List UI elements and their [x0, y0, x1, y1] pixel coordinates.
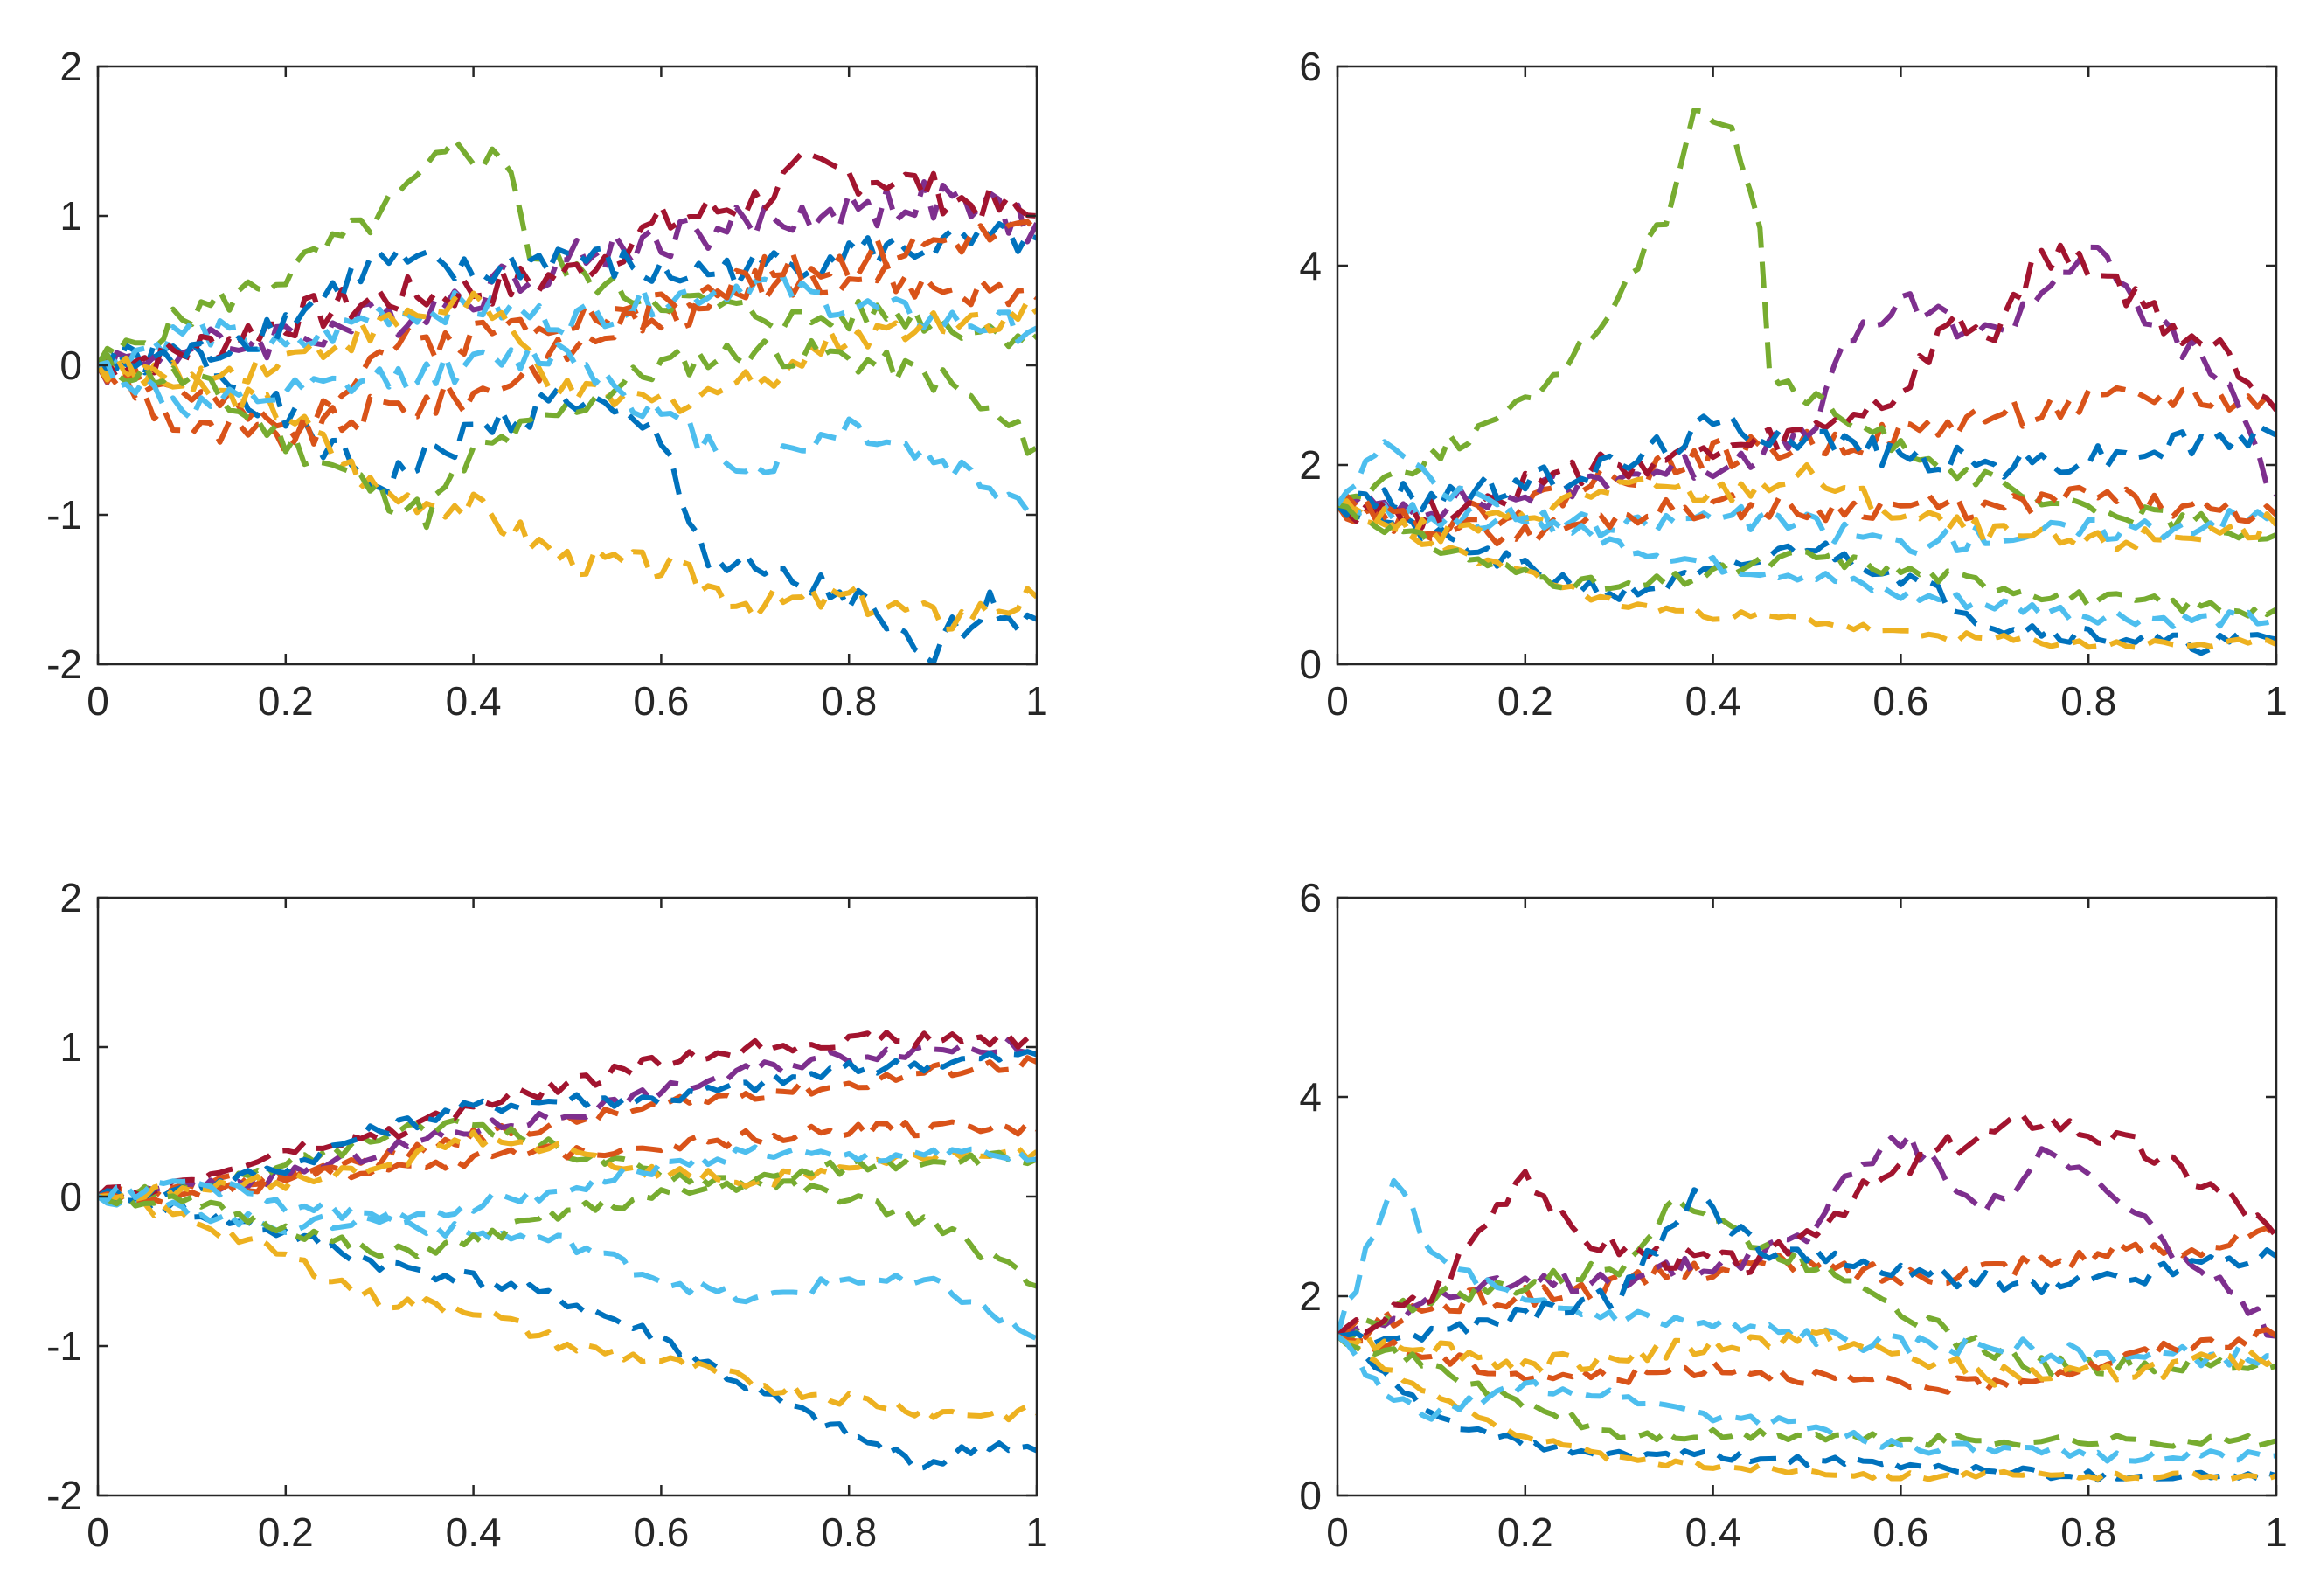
- x-tick-label: 0.4: [446, 678, 502, 724]
- series-group: [1337, 108, 2276, 656]
- y-tick-label: 4: [1299, 1074, 1322, 1120]
- x-tick-label: 0.8: [2060, 1509, 2116, 1555]
- y-tick-label: 6: [1299, 44, 1322, 89]
- y-tick-label: 0: [1299, 1473, 1322, 1518]
- series-line-12: [1337, 1334, 2276, 1464]
- series-line-6: [1337, 1177, 2276, 1369]
- x-tick-label: 0.8: [821, 1509, 877, 1555]
- y-tick-label: 2: [1299, 1273, 1322, 1319]
- series-line-1: [1337, 1334, 2276, 1483]
- series-line-9: [98, 1119, 1037, 1205]
- x-tick-label: 1: [2265, 1509, 2288, 1555]
- x-tick-label: 0.8: [821, 678, 877, 724]
- x-tick-label: 1: [2265, 678, 2288, 724]
- series-line-2: [98, 261, 1037, 441]
- x-tick-label: 0.8: [2060, 678, 2116, 724]
- x-tick-label: 0: [1326, 678, 1349, 724]
- series-line-9: [98, 219, 1037, 455]
- x-tick-label: 0.4: [446, 1509, 502, 1555]
- series-line-3: [98, 1193, 1037, 1423]
- series-line-11: [1337, 1334, 2276, 1449]
- x-tick-label: 0.4: [1685, 1509, 1741, 1555]
- series-line-5: [1337, 108, 2276, 542]
- chart-panel-top-left: 0 0.2 0.4 0.6 0.8 1 -2 -1 0 1 2: [46, 44, 1048, 724]
- series-line-7: [98, 1030, 1037, 1199]
- y-tick-label: 6: [1299, 875, 1322, 920]
- x-tick-label: 0.2: [258, 1509, 314, 1555]
- y-tick-label: 0: [59, 1174, 82, 1219]
- series-line-4: [98, 179, 1037, 385]
- series-group: [98, 136, 1037, 664]
- series-line-8: [98, 1049, 1037, 1204]
- series-line-11: [1337, 502, 2276, 619]
- series-line-4: [1337, 1132, 2276, 1342]
- chart-panel-top-right: 0 0.2 0.4 0.6 0.8 1 0 2 4 6: [1299, 44, 2287, 724]
- series-line-7: [1337, 242, 2276, 531]
- x-tick-label: 0.2: [1497, 1509, 1553, 1555]
- y-tick-label: 1: [59, 193, 82, 239]
- x-tick-label: 1: [1025, 1509, 1048, 1555]
- series-line-2: [1337, 385, 2276, 542]
- series-line-1: [98, 1188, 1037, 1472]
- chart-panel-bottom-right: 0 0.2 0.4 0.6 0.8 1 0 2 4 6: [1299, 875, 2287, 1555]
- series-line-12: [98, 1144, 1037, 1222]
- y-tick-label: 0: [1299, 642, 1322, 687]
- x-tick-label: 0.6: [633, 1509, 689, 1555]
- series-line-5: [98, 136, 1037, 367]
- series-line-1: [98, 340, 1037, 664]
- x-tick-label: 0.4: [1685, 678, 1741, 724]
- y-tick-label: 2: [59, 875, 82, 920]
- series-line-8: [1337, 413, 2276, 518]
- series-line-10: [1337, 461, 2276, 552]
- series-line-8: [98, 221, 1037, 371]
- series-line-11: [98, 1149, 1037, 1259]
- x-tick-label: 0.6: [633, 678, 689, 724]
- series-line-3: [98, 354, 1037, 633]
- chart-panel-bottom-left: 0 0.2 0.4 0.6 0.8 1 -2 -1 0 1 2: [46, 875, 1048, 1555]
- y-tick-label: 4: [1299, 243, 1322, 288]
- y-tick-label: -1: [46, 1323, 82, 1369]
- series-line-9: [1337, 1327, 2276, 1396]
- series-line-8: [1337, 1187, 2276, 1346]
- series-line-12: [98, 342, 1037, 514]
- axes-box: [1336, 65, 2278, 666]
- y-tick-label: 2: [59, 44, 82, 89]
- x-tick-label: 1: [1025, 678, 1048, 724]
- x-tick-label: 0.6: [1872, 1509, 1928, 1555]
- y-tick-label: -1: [46, 492, 82, 538]
- series-line-9: [1337, 484, 2276, 546]
- series-line-6: [98, 1194, 1037, 1342]
- y-tick-label: 2: [1299, 442, 1322, 488]
- x-tick-label: 0: [87, 1509, 109, 1555]
- series-line-12: [1337, 439, 2276, 629]
- series-group: [1337, 1113, 2276, 1483]
- y-tick-label: -2: [46, 1473, 82, 1518]
- x-tick-label: 0.2: [258, 678, 314, 724]
- series-line-10: [98, 290, 1037, 414]
- x-tick-label: 0: [87, 678, 109, 724]
- series-line-10: [1337, 1328, 2276, 1388]
- series-line-3: [1337, 1334, 2276, 1482]
- series-line-7: [98, 149, 1037, 380]
- x-tick-label: 0: [1326, 1509, 1349, 1555]
- series-line-3: [1337, 502, 2276, 650]
- y-tick-label: 1: [59, 1024, 82, 1070]
- x-tick-label: 0.6: [1872, 678, 1928, 724]
- y-tick-label: -2: [46, 642, 82, 687]
- series-group: [98, 1030, 1037, 1472]
- axes-box: [1336, 896, 2278, 1497]
- y-tick-label: 0: [59, 343, 82, 388]
- series-line-7: [1337, 1113, 2276, 1338]
- x-tick-label: 0.2: [1497, 678, 1553, 724]
